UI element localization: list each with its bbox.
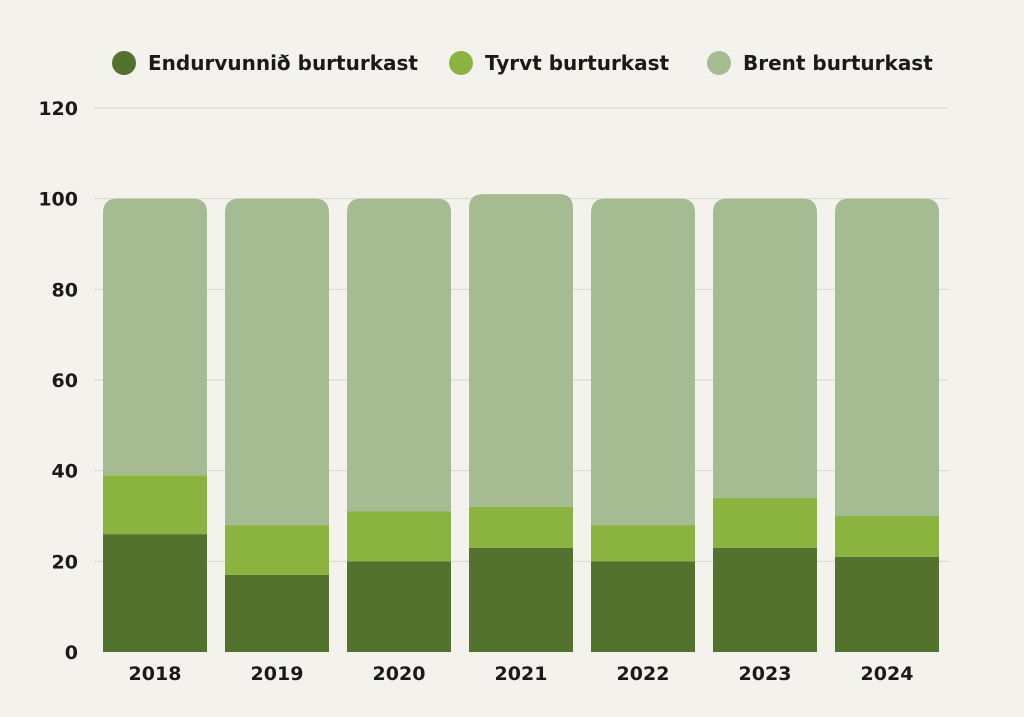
legend-label: Brent burturkast [743,51,933,75]
bar-group-2024 [835,198,939,652]
y-tick-label: 0 [65,642,78,664]
bar-segment-2024-series-1 [835,556,939,652]
x-tick-label: 2022 [617,663,670,685]
y-tick-label: 60 [52,370,78,392]
x-tick-label: 2018 [129,663,182,685]
y-tick-label: 40 [52,461,78,483]
x-tick-label: 2021 [495,663,548,685]
bar-segment-2022-series-1 [591,561,695,652]
legend-swatch [449,51,473,75]
bar-segment-2023-series-2 [713,497,817,548]
y-tick-label: 120 [38,98,78,120]
legend: Endurvunnið burturkast Tyrvt burturkast Br… [112,51,933,75]
bar-group-2018 [103,198,207,652]
x-tick-label: 2020 [373,663,426,685]
bar-group-2023 [713,198,817,652]
legend-swatch [112,51,136,75]
bar-group-2021 [469,194,573,652]
y-tick-label: 100 [38,189,78,211]
bar-segment-2020-series-1 [347,561,451,652]
legend-label: Endurvunnið burturkast [148,51,418,75]
bars [103,194,939,652]
y-axis-ticks: 0 20 40 60 80 100 120 [38,98,78,664]
x-tick-label: 2019 [251,663,304,685]
bar-segment-2024-series-2 [835,516,939,557]
bar-segment-2021-series-3 [469,194,573,507]
bar-segment-2023-series-3 [713,198,817,498]
bar-segment-2020-series-2 [347,511,451,562]
bar-segment-2019-series-2 [225,525,329,575]
bar-segment-2021-series-1 [469,547,573,652]
bar-segment-2019-series-1 [225,574,329,652]
bar-segment-2018-series-2 [103,475,207,535]
y-tick-label: 20 [52,551,78,573]
legend-item-1: Endurvunnið burturkast [112,51,418,75]
bar-segment-2022-series-3 [591,198,695,526]
bar-segment-2023-series-1 [713,547,817,652]
bar-segment-2021-series-2 [469,506,573,548]
bar-segment-2024-series-3 [835,198,939,516]
bar-segment-2018-series-3 [103,198,207,476]
bar-segment-2019-series-3 [225,198,329,526]
x-tick-label: 2024 [861,663,914,685]
bar-segment-2018-series-1 [103,534,207,652]
bar-group-2020 [347,198,451,652]
bar-segment-2022-series-2 [591,525,695,562]
x-tick-label: 2023 [739,663,792,685]
legend-label: Tyrvt burturkast [485,51,670,75]
legend-item-2: Tyrvt burturkast [449,51,670,75]
x-axis-ticks: 2018 2019 2020 2021 2022 2023 2024 [129,663,914,685]
legend-swatch [707,51,731,75]
bar-segment-2020-series-3 [347,198,451,512]
y-tick-label: 80 [52,279,78,301]
bar-group-2022 [591,198,695,652]
legend-item-3: Brent burturkast [707,51,933,75]
bar-group-2019 [225,198,329,652]
